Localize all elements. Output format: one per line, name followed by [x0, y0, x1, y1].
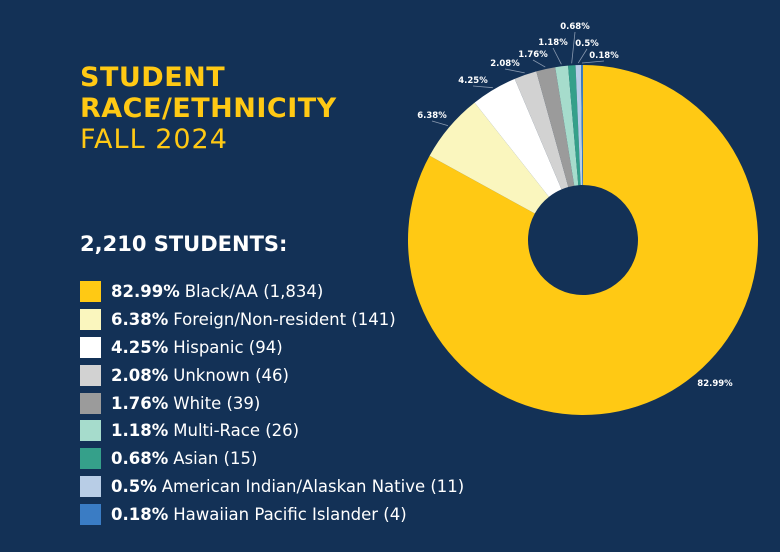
donut-slice: [429, 102, 549, 214]
legend-swatch: [80, 392, 101, 414]
data-label: 82.99%: [697, 379, 733, 389]
legend-swatch: [80, 309, 101, 331]
total-students: 2,210 STUDENTS:: [80, 232, 288, 256]
chart-title: STUDENT RACE/ETHNICITY FALL 2024: [80, 62, 337, 155]
leader-line: [472, 85, 493, 89]
legend-swatch: [80, 420, 101, 442]
leader-line: [571, 31, 576, 64]
donut-slice: [555, 65, 579, 186]
legend-item: 2.08% Unknown (46): [80, 361, 464, 389]
legend-percent: 1.76%: [111, 393, 169, 413]
legend-label: Multi-Race (26): [173, 421, 300, 441]
title-line-2: RACE/ETHNICITY: [80, 93, 337, 124]
donut-slice: [514, 71, 569, 190]
data-label: 0.18%: [589, 51, 619, 61]
legend-item: 4.25% Hispanic (94): [80, 334, 464, 362]
legend-label: Unknown (46): [173, 365, 289, 385]
data-label: 1.76%: [518, 50, 548, 60]
legend-item: 0.18% Hawaiian Pacific Islander (4): [80, 500, 464, 528]
leader-line: [577, 48, 588, 64]
data-label: 2.08%: [490, 59, 520, 69]
legend-percent: 0.5%: [111, 476, 157, 496]
donut-slice: [581, 65, 583, 186]
leader-line: [581, 60, 605, 64]
leader-line: [532, 59, 546, 68]
leader-line: [504, 68, 525, 74]
legend-label: Black/AA (1,834): [184, 282, 324, 302]
legend-swatch: [80, 364, 101, 386]
legend-item: 0.68% Asian (15): [80, 445, 464, 473]
legend-label: American Indian/Alaskan Native (11): [161, 476, 465, 496]
leader-line: [552, 47, 562, 65]
data-label: 0.5%: [575, 39, 599, 49]
legend-item: 6.38% Foreign/Non-resident (141): [80, 306, 464, 334]
data-label: 6.38%: [417, 111, 447, 121]
legend-percent: 2.08%: [111, 365, 169, 385]
legend-percent: 1.18%: [111, 421, 169, 441]
title-line-1: STUDENT: [80, 62, 226, 93]
donut-slice: [568, 65, 581, 186]
legend-item: 82.99% Black/AA (1,834): [80, 278, 464, 306]
legend-item: 1.76% White (39): [80, 389, 464, 417]
legend-label: White (39): [173, 393, 261, 413]
data-label: 1.18%: [538, 38, 568, 48]
donut-slice: [407, 65, 758, 416]
legend-label: Foreign/Non-resident (141): [173, 310, 396, 330]
donut-slice: [536, 67, 575, 187]
legend-item: 1.18% Multi-Race (26): [80, 417, 464, 445]
legend-swatch: [80, 336, 101, 358]
legend-swatch: [80, 281, 101, 303]
legend: 82.99% Black/AA (1,834) 6.38% Foreign/Non-r…: [80, 278, 464, 528]
legend-item: 0.5% American Indian/Alaskan Native (11): [80, 473, 464, 501]
legend-percent: 0.68%: [111, 449, 169, 469]
legend-label: Hispanic (94): [173, 337, 283, 357]
legend-label: Hawaiian Pacific Islander (4): [173, 504, 407, 524]
legend-swatch: [80, 503, 101, 525]
legend-percent: 0.18%: [111, 504, 169, 524]
donut-slice: [474, 78, 562, 197]
legend-percent: 4.25%: [111, 337, 169, 357]
data-label: 4.25%: [458, 76, 488, 86]
data-label: 0.68%: [560, 22, 590, 32]
legend-swatch: [80, 448, 101, 470]
title-line-3: FALL 2024: [80, 124, 228, 155]
legend-percent: 6.38%: [111, 310, 169, 330]
legend-label: Asian (15): [173, 449, 258, 469]
leader-line: [431, 120, 449, 127]
legend-percent: 82.99%: [111, 282, 180, 302]
legend-swatch: [80, 475, 101, 497]
donut-slice: [575, 65, 583, 186]
